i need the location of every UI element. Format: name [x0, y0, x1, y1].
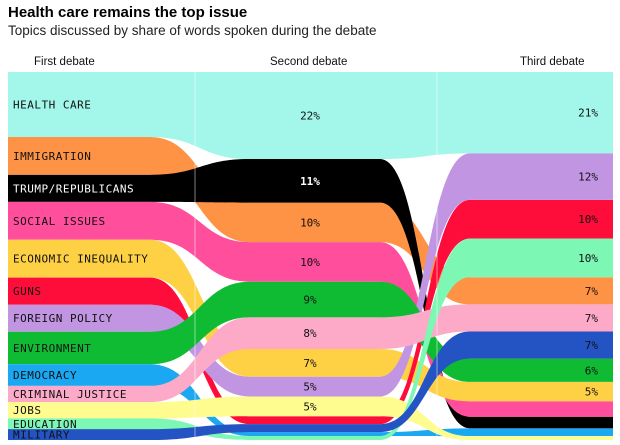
value-label-economic-inequality-second: 7% — [303, 357, 317, 370]
value-label-social-issues-second: 10% — [300, 256, 320, 269]
category-label-military: MILITARY — [13, 429, 70, 442]
flow-layer — [8, 72, 613, 440]
category-label-criminal-justice: CRIMINAL JUSTICE — [13, 388, 127, 401]
value-label-health-care-third: 21% — [578, 107, 598, 120]
column-header-first: First debate — [34, 56, 95, 68]
value-label-foreign-policy-third: 12% — [578, 171, 598, 184]
value-label-trump-republicans-second: 11% — [300, 175, 320, 188]
chart-subtitle: Topics discussed by share of words spoke… — [8, 23, 377, 38]
category-label-foreign-policy: FOREIGN POLICY — [13, 312, 113, 325]
value-label-immigration-third: 7% — [585, 285, 599, 298]
column-header-third: Third debate — [520, 56, 585, 68]
category-label-immigration: IMMIGRATION — [13, 150, 91, 163]
chart-title: Health care remains the top issue — [8, 4, 248, 21]
value-label-criminal-justice-second: 8% — [303, 327, 317, 340]
flow-foreign-policy — [8, 153, 613, 397]
category-label-social-issues: SOCIAL ISSUES — [13, 215, 106, 228]
value-label-criminal-justice-third: 7% — [585, 312, 599, 325]
value-label-environment-third: 6% — [585, 364, 599, 377]
flow-military — [8, 331, 613, 440]
value-label-education-third: 10% — [578, 252, 598, 265]
value-label-health-care-second: 22% — [300, 110, 320, 123]
value-label-environment-second: 9% — [303, 294, 317, 307]
label-layer: HEALTH CARE IMMIGRATION TRUMP/REPUBLICANS S… — [13, 98, 598, 441]
column-header-second: Second debate — [270, 56, 348, 68]
flow-democracy — [8, 364, 613, 437]
category-label-health-care: HEALTH CARE — [13, 98, 91, 111]
flow-jobs — [8, 396, 613, 440]
value-label-military-third: 7% — [585, 339, 599, 352]
category-label-jobs: JOBS — [13, 404, 42, 417]
flow-immigration — [8, 136, 613, 305]
value-label-guns-third: 10% — [578, 213, 598, 226]
flow-health-care — [8, 72, 613, 160]
category-label-economic-inequality: ECONOMIC INEQUALITY — [13, 253, 148, 266]
category-label-environment: ENVIRONMENT — [13, 342, 91, 355]
flow-social-issues — [8, 201, 613, 417]
category-label-democracy: DEMOCRACY — [13, 369, 77, 382]
flow-trump-republicans — [8, 159, 613, 429]
value-label-economic-inequality-third: 5% — [585, 386, 599, 399]
value-label-immigration-second: 10% — [300, 216, 320, 229]
category-label-guns: GUNS — [13, 285, 42, 298]
value-label-foreign-policy-second: 5% — [303, 381, 317, 394]
gridline-layer — [194, 68, 438, 440]
flow-environment — [8, 281, 613, 382]
flow-education — [8, 238, 613, 440]
category-label-trump-republicans: TRUMP/REPUBLICANS — [13, 182, 134, 195]
flow-guns — [8, 199, 613, 425]
value-label-jobs-second: 5% — [303, 400, 317, 413]
category-label-education: EDUCATION — [13, 418, 77, 431]
flow-criminal-justice — [8, 304, 613, 403]
flow-economic-inequality — [8, 239, 613, 402]
